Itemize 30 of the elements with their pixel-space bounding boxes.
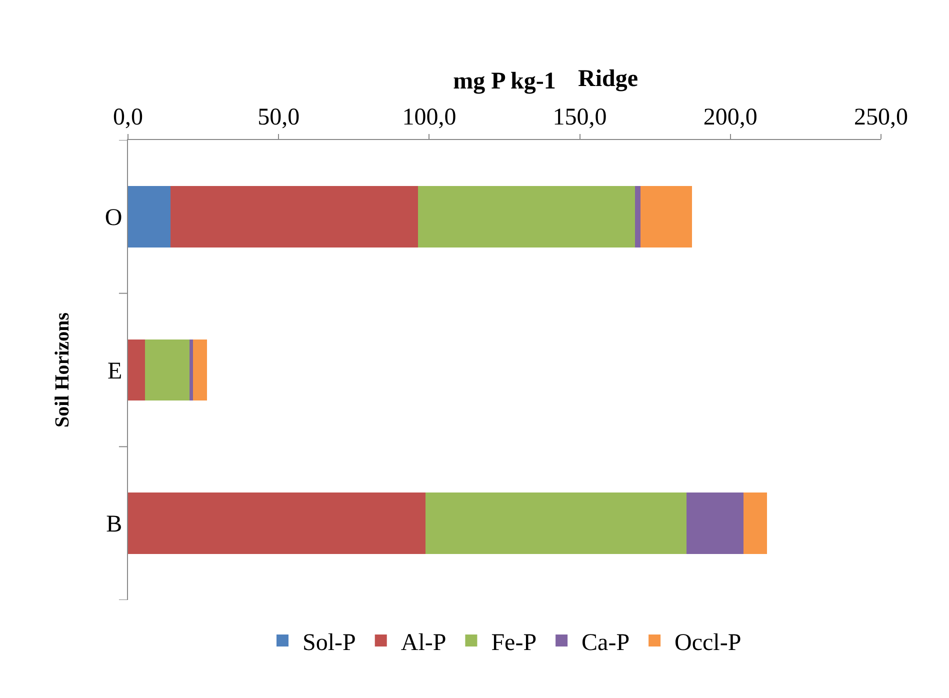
legend-label: Al-P	[400, 630, 446, 656]
x-tick-label: 100,0	[402, 104, 456, 130]
legend-label: Sol-P	[302, 630, 356, 656]
legend-label: Fe-P	[491, 630, 537, 656]
x-tick-label: 0,0	[113, 104, 143, 130]
bar	[144, 339, 190, 401]
x-tick-label: 250,0	[854, 104, 908, 130]
bar	[635, 186, 641, 248]
legend-label: Occl-P	[674, 630, 742, 656]
chart-title: Ridge	[578, 66, 638, 92]
y-axis-title: Soil Horizons	[51, 312, 74, 428]
legend-label: Ca-P	[582, 630, 630, 656]
bar	[128, 492, 426, 554]
y-tick-label: E	[108, 358, 122, 384]
y-tick-label: B	[106, 512, 122, 538]
bar	[193, 339, 208, 401]
bar	[743, 492, 768, 554]
bar	[418, 186, 636, 248]
bar	[640, 186, 692, 248]
bar	[189, 339, 194, 401]
x-axis-title: mg P kg-1	[453, 68, 556, 94]
x-tick-label: 150,0	[552, 104, 607, 130]
bar	[128, 339, 145, 401]
bar	[426, 492, 687, 554]
x-tick-label: 50,0	[258, 104, 300, 130]
bar	[686, 492, 744, 554]
bar	[170, 186, 418, 248]
y-tick-label: O	[104, 205, 122, 232]
bar	[128, 186, 170, 248]
x-tick-label: 200,0	[703, 104, 758, 130]
